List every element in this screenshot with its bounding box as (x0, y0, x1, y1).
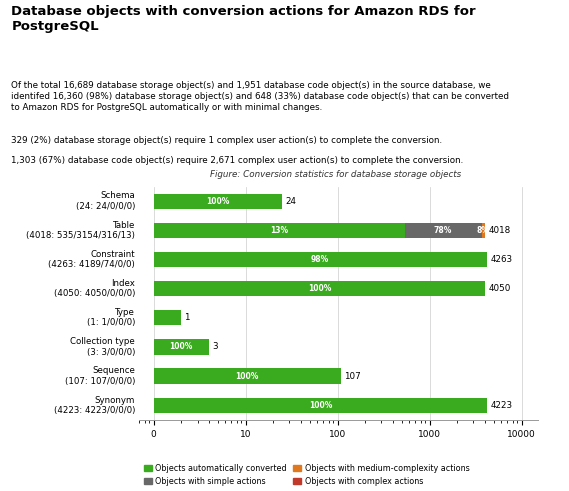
Text: 100%: 100% (170, 342, 193, 352)
Bar (154, 223, 405, 238)
Bar (154, 193, 282, 209)
Bar (405, 223, 482, 238)
Text: 1,303 (67%) database code object(s) require 2,671 complex user action(s) to comp: 1,303 (67%) database code object(s) requ… (11, 156, 464, 165)
Bar (154, 310, 182, 326)
Bar (486, 252, 488, 267)
Text: 4018: 4018 (488, 226, 510, 235)
Text: 24: 24 (285, 197, 296, 206)
Text: 4050: 4050 (489, 284, 511, 293)
Legend: Objects automatically converted, Objects with simple actions, Objects with mediu: Objects automatically converted, Objects… (144, 464, 469, 486)
Bar (154, 281, 485, 296)
Text: 329 (2%) database storage object(s) require 1 complex user action(s) to complete: 329 (2%) database storage object(s) requ… (11, 136, 443, 144)
Text: 13%: 13% (270, 226, 288, 235)
Text: 78%: 78% (434, 226, 452, 235)
Text: 100%: 100% (309, 401, 332, 409)
Text: Of the total 16,689 database storage object(s) and 1,951 database code object(s): Of the total 16,689 database storage obj… (11, 81, 509, 112)
Text: 3: 3 (212, 342, 218, 352)
Text: 1: 1 (184, 313, 190, 322)
Bar (154, 368, 341, 383)
Bar (154, 339, 209, 355)
Text: 100%: 100% (236, 372, 259, 381)
Text: 8%: 8% (477, 226, 490, 235)
Text: 107: 107 (344, 372, 361, 381)
Bar (154, 398, 487, 413)
Text: 4223: 4223 (490, 401, 512, 409)
Bar (154, 252, 486, 267)
Text: 4263: 4263 (490, 255, 513, 264)
Text: 100%: 100% (206, 197, 230, 206)
Text: 100%: 100% (308, 284, 331, 293)
Text: 98%: 98% (311, 255, 329, 264)
Text: Database objects with conversion actions for Amazon RDS for
PostgreSQL: Database objects with conversion actions… (11, 5, 476, 33)
Bar (482, 223, 485, 238)
Text: Figure: Conversion statistics for database storage objects: Figure: Conversion statistics for databa… (210, 170, 461, 179)
